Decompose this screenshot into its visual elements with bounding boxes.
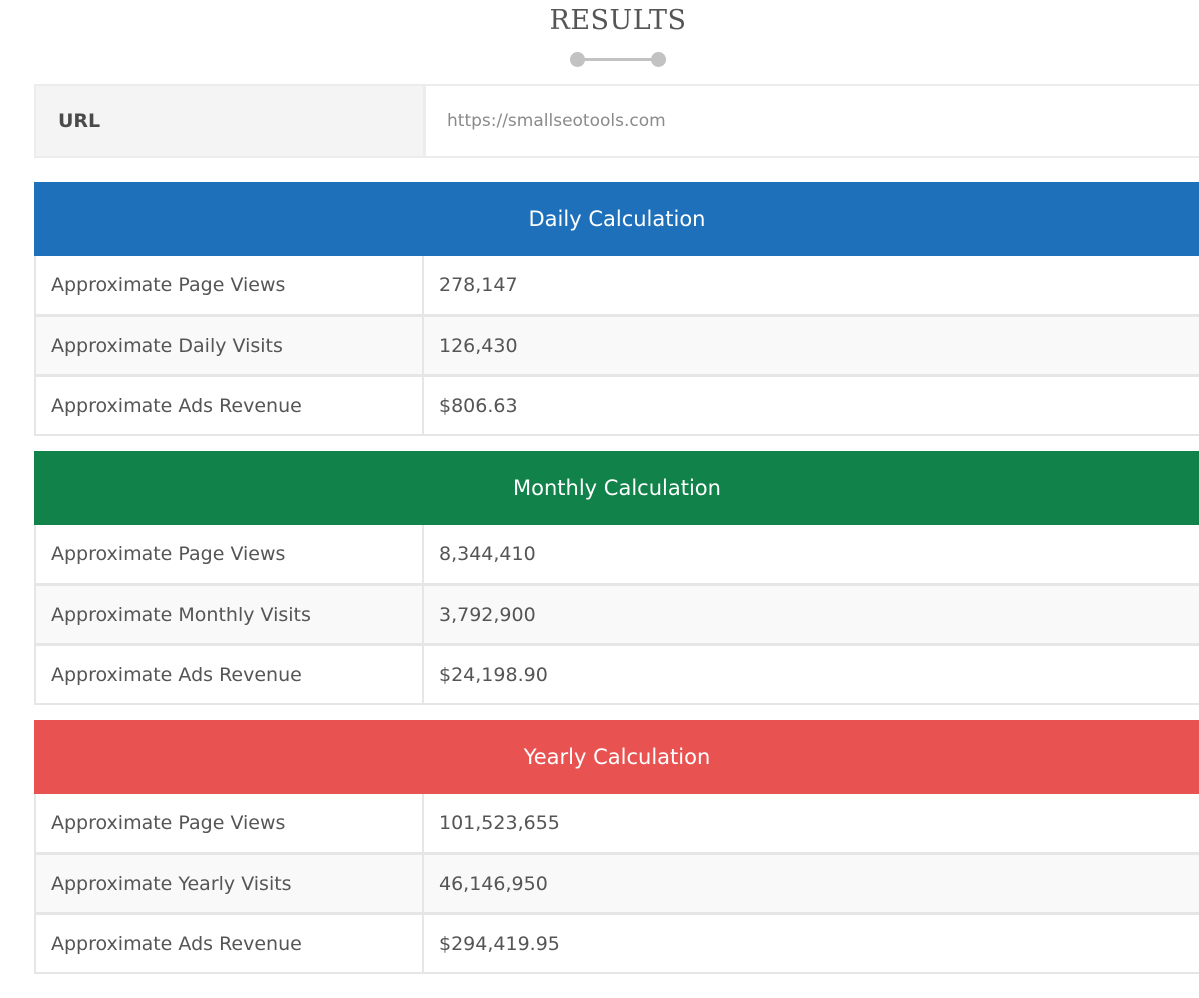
daily-calculation-table: Approximate Page Views 278,147 Approxima… bbox=[34, 256, 1199, 436]
monthly-calculation-section: Monthly Calculation Approximate Page Vie… bbox=[34, 451, 1199, 705]
row-label: Approximate Ads Revenue bbox=[36, 646, 424, 703]
row-value: $806.63 bbox=[439, 394, 518, 417]
row-value: $24,198.90 bbox=[439, 663, 548, 686]
row-label: Approximate Ads Revenue bbox=[36, 915, 424, 972]
section-title: Daily Calculation bbox=[528, 207, 706, 231]
table-row: Approximate Ads Revenue $24,198.90 bbox=[36, 643, 1199, 703]
row-label: Approximate Ads Revenue bbox=[36, 377, 424, 434]
row-label: Approximate Monthly Visits bbox=[36, 586, 424, 643]
monthly-calculation-header: Monthly Calculation bbox=[34, 451, 1199, 525]
table-row: Approximate Yearly Visits 46,146,950 bbox=[36, 852, 1199, 912]
section-title: Monthly Calculation bbox=[513, 476, 721, 500]
row-label: Approximate Page Views bbox=[36, 525, 424, 583]
section-title: Yearly Calculation bbox=[523, 745, 711, 769]
monthly-calculation-table: Approximate Page Views 8,344,410 Approxi… bbox=[34, 525, 1199, 705]
table-row: Approximate Page Views 278,147 bbox=[36, 256, 1199, 314]
row-value: 46,146,950 bbox=[439, 872, 548, 895]
divider-line bbox=[578, 58, 660, 61]
table-row: Approximate Ads Revenue $806.63 bbox=[36, 374, 1199, 434]
row-value: 126,430 bbox=[439, 334, 518, 357]
url-row: URL bbox=[34, 84, 1199, 158]
row-value: 101,523,655 bbox=[439, 812, 560, 834]
table-row: Approximate Ads Revenue $294,419.95 bbox=[36, 912, 1199, 972]
row-value: 278,147 bbox=[439, 274, 518, 296]
table-row: Approximate Daily Visits 126,430 bbox=[36, 314, 1199, 374]
divider-dot-left bbox=[570, 52, 585, 67]
results-title: RESULTS bbox=[549, 5, 687, 36]
table-row: Approximate Monthly Visits 3,792,900 bbox=[36, 583, 1199, 643]
row-label: Approximate Page Views bbox=[36, 794, 424, 852]
row-label: Approximate Daily Visits bbox=[36, 317, 424, 374]
title-divider bbox=[570, 52, 666, 68]
row-value: 8,344,410 bbox=[439, 543, 536, 565]
url-label: URL bbox=[36, 86, 426, 156]
divider-dot-right bbox=[651, 52, 666, 67]
daily-calculation-section: Daily Calculation Approximate Page Views… bbox=[34, 182, 1199, 436]
yearly-calculation-table: Approximate Page Views 101,523,655 Appro… bbox=[34, 794, 1199, 974]
row-value: $294,419.95 bbox=[439, 932, 560, 955]
table-row: Approximate Page Views 101,523,655 bbox=[36, 794, 1199, 852]
url-input[interactable] bbox=[426, 86, 1199, 156]
row-label: Approximate Yearly Visits bbox=[36, 855, 424, 912]
yearly-calculation-header: Yearly Calculation bbox=[34, 720, 1199, 794]
row-label: Approximate Page Views bbox=[36, 256, 424, 314]
row-value: 3,792,900 bbox=[439, 603, 536, 626]
table-row: Approximate Page Views 8,344,410 bbox=[36, 525, 1199, 583]
daily-calculation-header: Daily Calculation bbox=[34, 182, 1199, 256]
yearly-calculation-section: Yearly Calculation Approximate Page View… bbox=[34, 720, 1199, 974]
